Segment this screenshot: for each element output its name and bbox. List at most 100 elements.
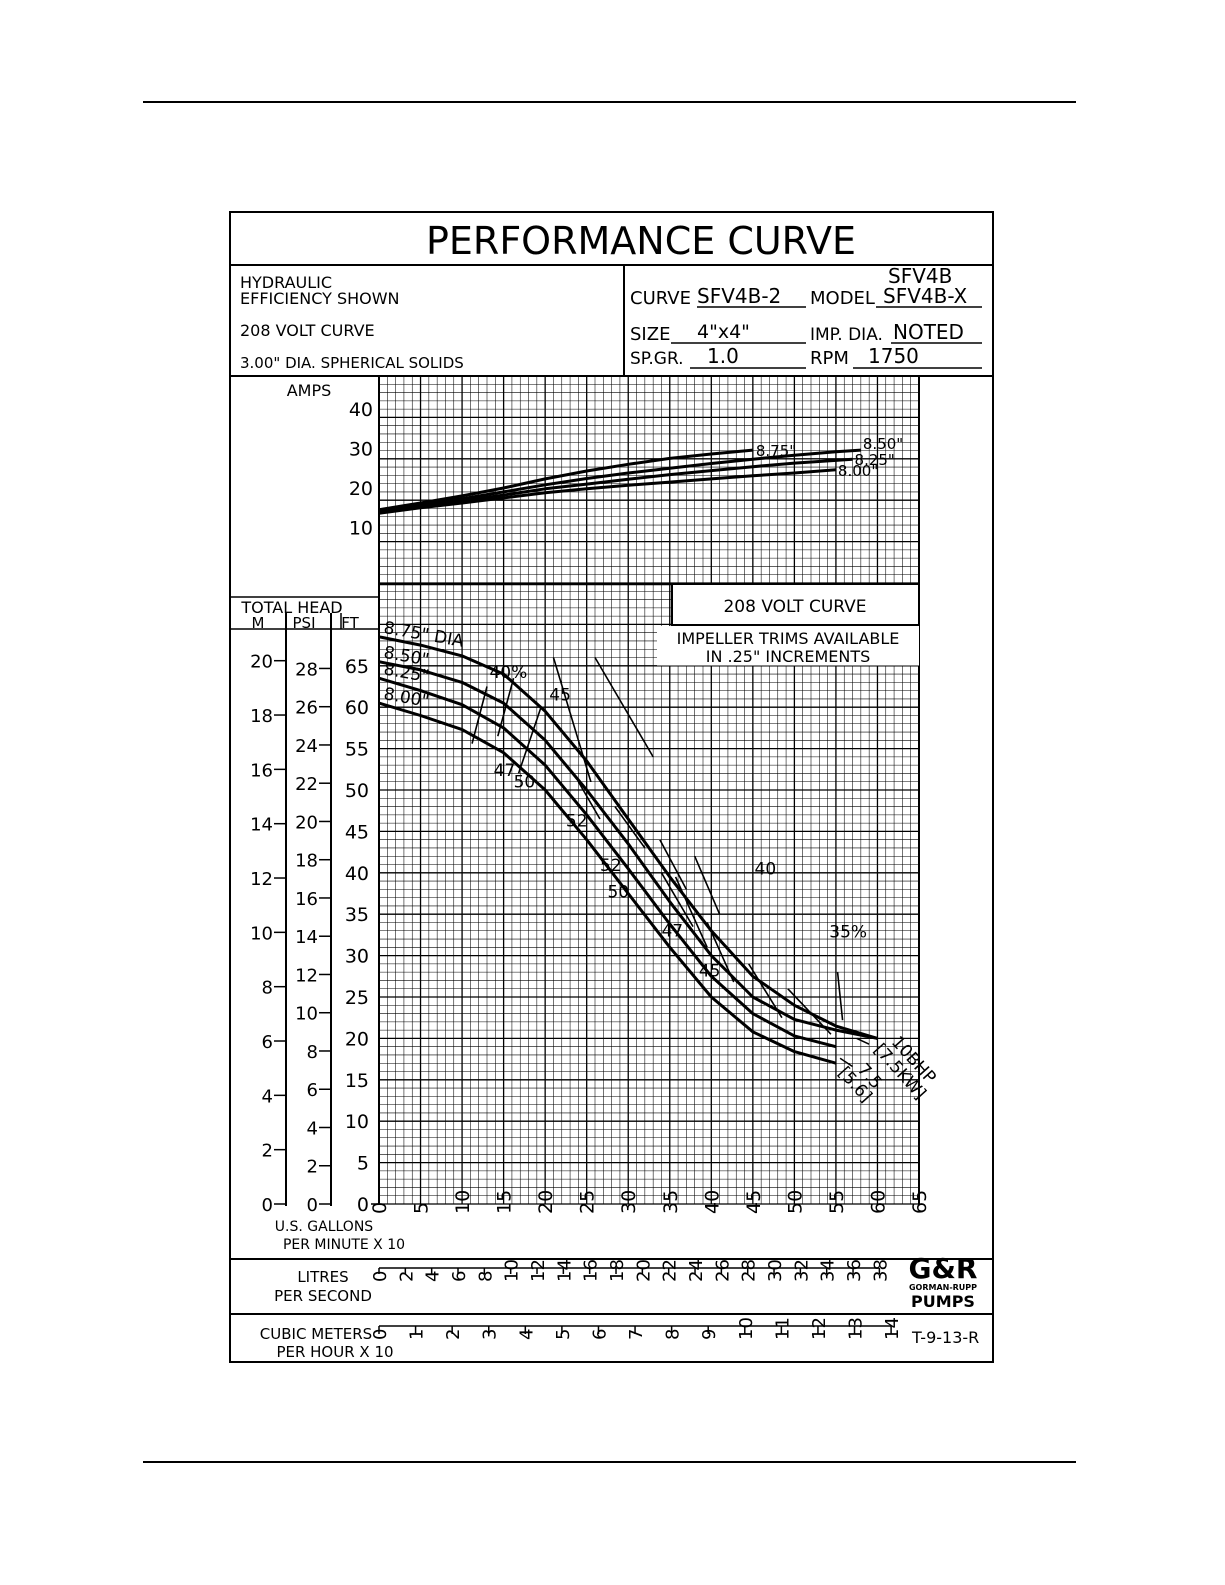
curve-label: CURVE [630, 288, 691, 309]
voltage-box [671, 583, 920, 626]
psi-tick-label: 4 [307, 1118, 318, 1139]
litres-tick-label: 36 [844, 1259, 865, 1282]
efficiency-line [497, 678, 515, 737]
head-curve-1 [378, 660, 878, 1040]
litres-tick-label: 18 [607, 1259, 628, 1282]
rpm-label: RPM [810, 348, 849, 369]
efficiency-line [614, 806, 646, 849]
amps-tick-label: 30 [349, 439, 373, 461]
cubic-tick-label: 13 [846, 1317, 867, 1340]
litres-tick-label: 4 [423, 1271, 444, 1282]
psi-tick-label: 6 [307, 1080, 318, 1101]
litres-label-2: PER SECOND [274, 1287, 372, 1305]
litres-tick-label: 2 [396, 1271, 417, 1282]
amps-curve-2 [378, 457, 853, 514]
litres-tick-label: 26 [712, 1259, 733, 1282]
litres-tick-label: 14 [554, 1259, 575, 1282]
efficiency-line [674, 876, 708, 948]
gorman-rupp-logo-name: GORMAN-RUPP [909, 1283, 977, 1292]
cubic-tick-label: 4 [516, 1329, 537, 1340]
efficiency-label: 40% [489, 663, 527, 683]
efficiency-label: 40 [755, 859, 777, 879]
m-tick-label: 2 [262, 1141, 273, 1162]
efficiency-line [577, 781, 601, 820]
amps-label-850: 8.50" [863, 435, 903, 453]
chart-frame [229, 211, 994, 1363]
rpm-value: 1750 [868, 344, 919, 368]
cubic-tick-label: 14 [882, 1317, 903, 1340]
cubic-tick-label: 10 [736, 1317, 757, 1340]
psi-tick-label: 16 [295, 889, 318, 910]
litres-tick-label: 30 [765, 1259, 786, 1282]
efficiency-line [594, 657, 654, 758]
ft-tick-label: 45 [345, 821, 369, 843]
amps-tick-label: 10 [349, 518, 373, 540]
litres-tick-label: 8 [475, 1271, 496, 1282]
gpm-tick-label: 40 [701, 1190, 723, 1214]
note-voltage: 208 VOLT CURVE [240, 321, 375, 340]
sp-gr-value: 1.0 [707, 344, 739, 368]
cubic-tick-label: 8 [663, 1329, 684, 1340]
efficiency-line [660, 872, 694, 928]
litres-tick-label: 32 [791, 1259, 812, 1282]
gpm-tick-label: 0 [369, 1202, 391, 1214]
cubic-tick-label: 2 [443, 1329, 464, 1340]
size-label: SIZE [630, 324, 670, 345]
gorman-rupp-logo-pumps: PUMPS [911, 1292, 975, 1311]
psi-tick-label: 12 [295, 965, 318, 986]
head-curve-0 [378, 635, 878, 1040]
psi-tick-label: 2 [307, 1157, 318, 1178]
trim-note-1: IMPELLER TRIMS AVAILABLE [677, 629, 900, 648]
gpm-label-2: PER MINUTE X 10 [283, 1237, 405, 1253]
head-axis-title: TOTAL HEAD [240, 598, 342, 617]
m-tick-label: 20 [250, 652, 273, 673]
gpm-tick-label: 55 [826, 1190, 848, 1214]
amps-tick-label: 40 [349, 399, 373, 421]
imp-dia-label: IMP. DIA. [810, 325, 883, 345]
cubic-tick-label: 6 [589, 1329, 610, 1340]
m-tick-label: 14 [250, 815, 273, 836]
amps-curve-0 [378, 448, 753, 512]
efficiency-line [659, 839, 688, 890]
efficiency-label: 52 [600, 856, 622, 876]
efficiency-label: 50 [514, 773, 536, 793]
cubic-tick-label: 5 [553, 1329, 574, 1340]
gpm-tick-label: 10 [452, 1190, 474, 1214]
ft-tick-label: 25 [345, 987, 369, 1009]
curve-value: SFV4B-2 [697, 284, 781, 308]
gpm-tick-label: 20 [535, 1190, 557, 1214]
cubic-label-2: PER HOUR X 10 [276, 1343, 393, 1361]
psi-tick-label: 26 [295, 698, 318, 719]
litres-tick-label: 6 [449, 1271, 470, 1282]
amps-label-875: 8.75" [756, 442, 796, 460]
trim-note-2: IN .25" INCREMENTS [706, 647, 871, 666]
note-hydraulic: HYDRAULIC [240, 273, 332, 292]
model-value-2: SFV4B-X [883, 284, 968, 308]
efficiency-label: 52 [566, 811, 588, 831]
amps-curve-1 [378, 448, 861, 513]
note-efficiency: EFFICIENCY SHOWN [240, 289, 400, 308]
efficiency-label: 45 [699, 961, 721, 981]
m-tick-label: 16 [250, 760, 273, 781]
amps-axis-title: AMPS [287, 381, 332, 400]
efficiency-label: 45 [549, 686, 571, 706]
ft-tick-label: 30 [345, 946, 369, 968]
amps-label-825: 8.25" [855, 451, 895, 469]
head-curve-3 [378, 701, 837, 1065]
efficiency-label: 50 [607, 883, 629, 903]
ft-tick-label: 55 [345, 739, 369, 761]
axis-header-m: M [252, 614, 265, 632]
gpm-tick-label: 45 [743, 1190, 765, 1214]
size-value: 4"x4" [697, 321, 750, 343]
sp-gr-label: SP.GR. [630, 349, 684, 369]
gpm-label-1: U.S. GALLONS [275, 1219, 374, 1235]
m-tick-label: 10 [250, 923, 273, 944]
litres-tick-label: 16 [581, 1259, 602, 1282]
head-curve-2 [378, 676, 837, 1049]
ft-tick-label: 10 [345, 1111, 369, 1133]
gpm-tick-label: 35 [660, 1190, 682, 1214]
axis-header-ft: FT [341, 614, 359, 632]
amps-curve-3 [378, 468, 837, 515]
gpm-tick-label: 65 [909, 1190, 931, 1214]
